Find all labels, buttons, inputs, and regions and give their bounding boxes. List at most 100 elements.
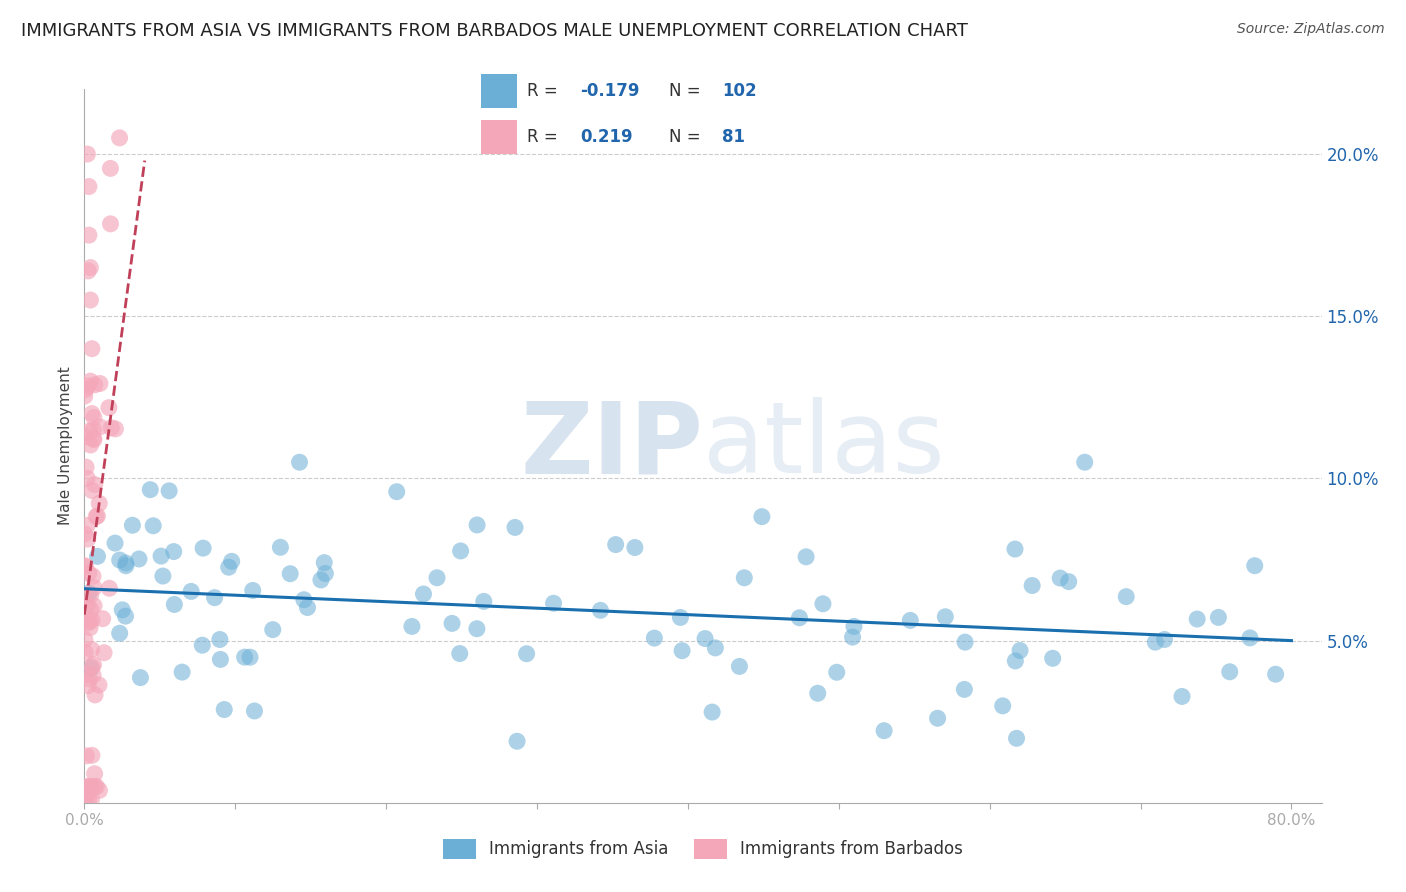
Point [80,407,103,421]
Point [93,646,115,660]
Point [1115,590,1137,604]
Point [76,471,98,485]
Point [80,642,103,657]
Point [73,632,96,647]
Point [449,647,471,661]
Point [669,610,692,624]
Point [77,787,100,801]
Point [163,598,186,612]
Point [100,161,122,176]
Point [221,554,243,568]
Point [643,631,665,645]
Point [157,483,180,498]
Point [842,619,865,633]
Text: 81: 81 [723,128,745,145]
Point [1153,632,1175,647]
Point [82,423,104,437]
Point [841,630,863,644]
Point [75,383,97,397]
Point [108,626,131,640]
Point [76,518,98,533]
Y-axis label: Male Unemployment: Male Unemployment [58,367,73,525]
Text: Source: ZipAtlas.com: Source: ZipAtlas.com [1237,22,1385,37]
Point [278,566,301,581]
Point [121,518,143,533]
Point [79,424,101,438]
Point [204,591,226,605]
Point [953,682,976,697]
Point [79,293,101,307]
Point [84,780,107,794]
Point [80,342,103,356]
Point [825,665,848,680]
Point [1243,558,1265,573]
Point [100,217,122,231]
Point [77,179,100,194]
Point [212,702,235,716]
Point [412,587,434,601]
Point [98,581,121,595]
Point [76,532,98,546]
Point [465,518,488,533]
Point [83,657,105,672]
Point [108,131,131,145]
Point [728,659,751,673]
Point [77,264,100,278]
Point [77,792,100,806]
Point [751,509,773,524]
Point [191,638,214,652]
Point [934,609,956,624]
Point [242,583,264,598]
Point [104,422,127,436]
Point [84,688,107,702]
Point [79,438,101,452]
Point [83,377,105,392]
Point [1185,612,1208,626]
Point [82,483,104,498]
Point [75,646,97,660]
Point [700,705,723,719]
Point [73,526,96,541]
Point [79,374,101,388]
Text: R =: R = [527,82,564,100]
Point [172,665,194,679]
Text: 0.219: 0.219 [581,128,633,145]
Point [79,260,101,275]
Legend: Immigrants from Asia, Immigrants from Barbados: Immigrants from Asia, Immigrants from Ba… [436,832,970,866]
Point [704,640,727,655]
Point [77,615,100,630]
Point [873,723,896,738]
Point [589,603,612,617]
Point [77,228,100,243]
Point [108,553,131,567]
Point [807,686,830,700]
Point [898,614,921,628]
Point [80,748,103,763]
Point [79,780,101,794]
Point [180,584,202,599]
Point [89,783,111,797]
Point [89,420,111,434]
Point [114,609,136,624]
Text: 102: 102 [723,82,756,100]
Point [1049,571,1071,585]
Point [811,597,834,611]
Point [73,792,96,806]
Text: N =: N = [669,82,706,100]
Point [97,401,120,415]
Point [671,643,693,657]
Point [152,569,174,583]
Point [80,780,103,794]
Point [79,614,101,628]
Point [76,667,98,681]
Point [218,560,240,574]
Point [385,484,408,499]
Point [77,379,100,393]
Point [1171,690,1194,704]
Point [73,389,96,403]
Point [1005,731,1028,746]
Point [75,792,97,806]
Point [1264,667,1286,681]
Point [209,652,232,666]
Point [83,433,105,447]
